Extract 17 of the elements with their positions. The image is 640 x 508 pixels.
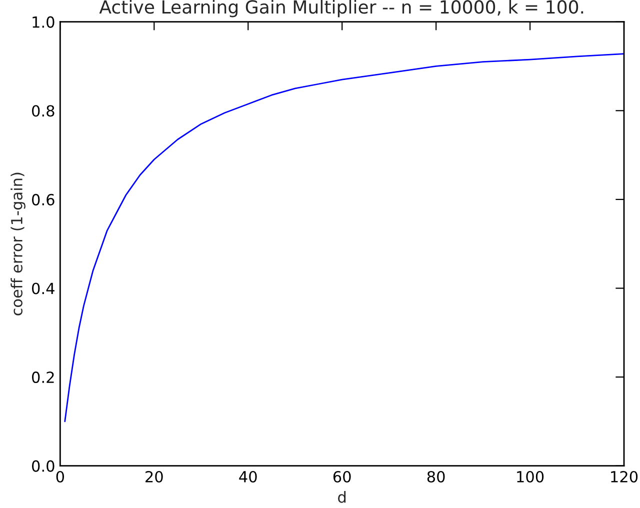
x-tick-label: 80 [427,470,445,483]
x-tick-label: 40 [239,470,257,483]
x-tick-label: 0 [56,470,64,483]
x-axis-title: d [338,491,346,503]
x-tick-label: 60 [333,470,351,483]
y-axis-title: coeff error (1-gain) [10,172,26,316]
y-tick-label: 0.0 [32,460,54,472]
y-tick-label: 1.0 [32,16,54,28]
x-tick-label: 100 [517,470,544,483]
x-tick-label: 120 [611,470,638,483]
y-tick-label: 0.6 [32,194,54,206]
y-tick-label: 0.2 [32,372,54,384]
chart-title: Active Learning Gain Multiplier -- n = 10000, k = 100. [99,0,584,18]
line-series [64,53,624,422]
y-tick-label: 0.8 [32,105,54,117]
y-tick-label: 0.4 [32,282,54,294]
x-tick-label: 20 [146,470,163,483]
